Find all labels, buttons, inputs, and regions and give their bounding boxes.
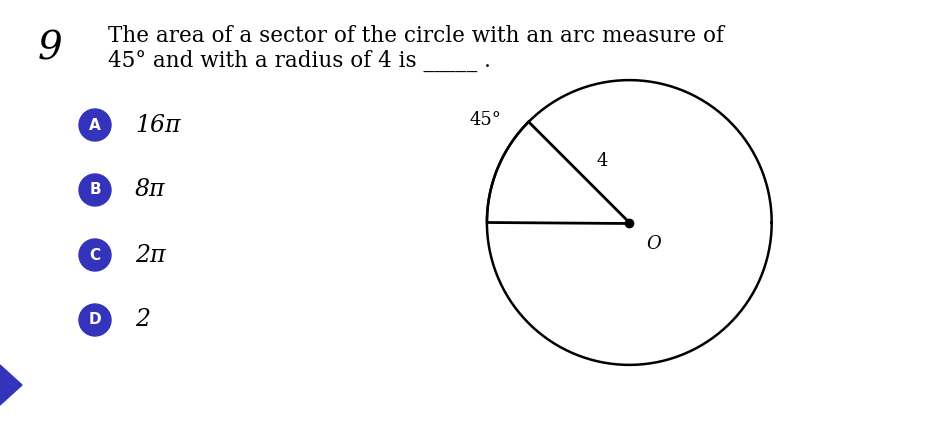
Text: The area of a sector of the circle with an arc measure of: The area of a sector of the circle with …	[108, 25, 724, 47]
Text: 9: 9	[38, 30, 63, 67]
Text: 8π: 8π	[135, 178, 166, 202]
Polygon shape	[0, 365, 22, 405]
Text: C: C	[90, 247, 101, 263]
Circle shape	[79, 174, 111, 206]
Text: 2π: 2π	[135, 243, 166, 267]
Text: A: A	[90, 117, 101, 133]
Text: D: D	[89, 312, 101, 328]
Text: 4: 4	[596, 152, 607, 170]
Circle shape	[79, 304, 111, 336]
Text: 2: 2	[135, 308, 150, 332]
Text: O: O	[646, 235, 661, 253]
Text: B: B	[90, 182, 101, 198]
Text: 45°: 45°	[470, 111, 501, 129]
Circle shape	[79, 109, 111, 141]
Text: 16π: 16π	[135, 113, 180, 137]
Text: 45° and with a radius of 4 is _____ .: 45° and with a radius of 4 is _____ .	[108, 50, 491, 72]
Circle shape	[79, 239, 111, 271]
